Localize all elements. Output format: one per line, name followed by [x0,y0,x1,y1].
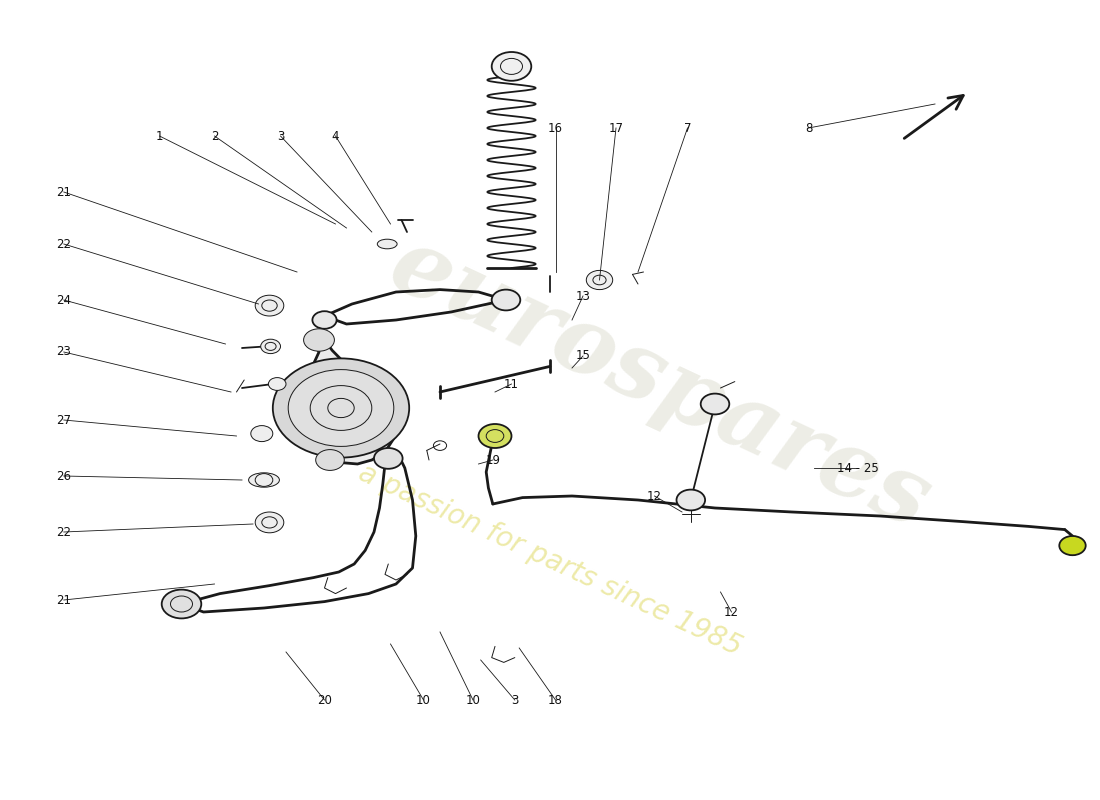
Text: 14 - 25: 14 - 25 [837,462,879,474]
Text: 10: 10 [465,694,481,706]
Circle shape [273,358,409,458]
Ellipse shape [377,239,397,249]
Text: 15: 15 [575,350,591,362]
Text: 12: 12 [647,490,662,502]
Text: 22: 22 [56,238,72,250]
Circle shape [492,290,520,310]
Text: 19: 19 [485,454,501,466]
Text: 12: 12 [724,606,739,618]
Ellipse shape [249,473,279,487]
Circle shape [255,295,284,316]
Circle shape [312,311,337,329]
Circle shape [676,490,705,510]
Text: 18: 18 [548,694,563,706]
Circle shape [162,590,201,618]
Circle shape [478,424,512,448]
Polygon shape [295,336,398,464]
Circle shape [374,448,403,469]
Text: 21: 21 [56,186,72,198]
Text: 27: 27 [56,414,72,426]
Circle shape [1059,536,1086,555]
Text: 1: 1 [156,130,163,142]
Circle shape [255,512,284,533]
Circle shape [701,394,729,414]
Text: 4: 4 [332,130,339,142]
Circle shape [251,426,273,442]
Text: 23: 23 [56,346,72,358]
Text: 16: 16 [548,122,563,134]
Text: 7: 7 [684,122,691,134]
Text: 3: 3 [512,694,518,706]
Text: 2: 2 [211,130,218,142]
Text: 11: 11 [504,378,519,390]
Text: a passion for parts since 1985: a passion for parts since 1985 [354,458,746,662]
Circle shape [288,370,394,446]
Text: 26: 26 [56,470,72,482]
Text: 24: 24 [56,294,72,306]
Circle shape [304,329,334,351]
Text: 13: 13 [575,290,591,302]
Text: 8: 8 [805,122,812,134]
Text: eurospares: eurospares [376,219,944,549]
Text: 22: 22 [56,526,72,538]
Text: 10: 10 [416,694,431,706]
Circle shape [586,270,613,290]
Text: 20: 20 [317,694,332,706]
Circle shape [268,378,286,390]
Circle shape [316,450,344,470]
Text: 17: 17 [608,122,624,134]
Circle shape [492,52,531,81]
Circle shape [261,339,280,354]
Text: 3: 3 [277,130,284,142]
Text: 21: 21 [56,594,72,606]
